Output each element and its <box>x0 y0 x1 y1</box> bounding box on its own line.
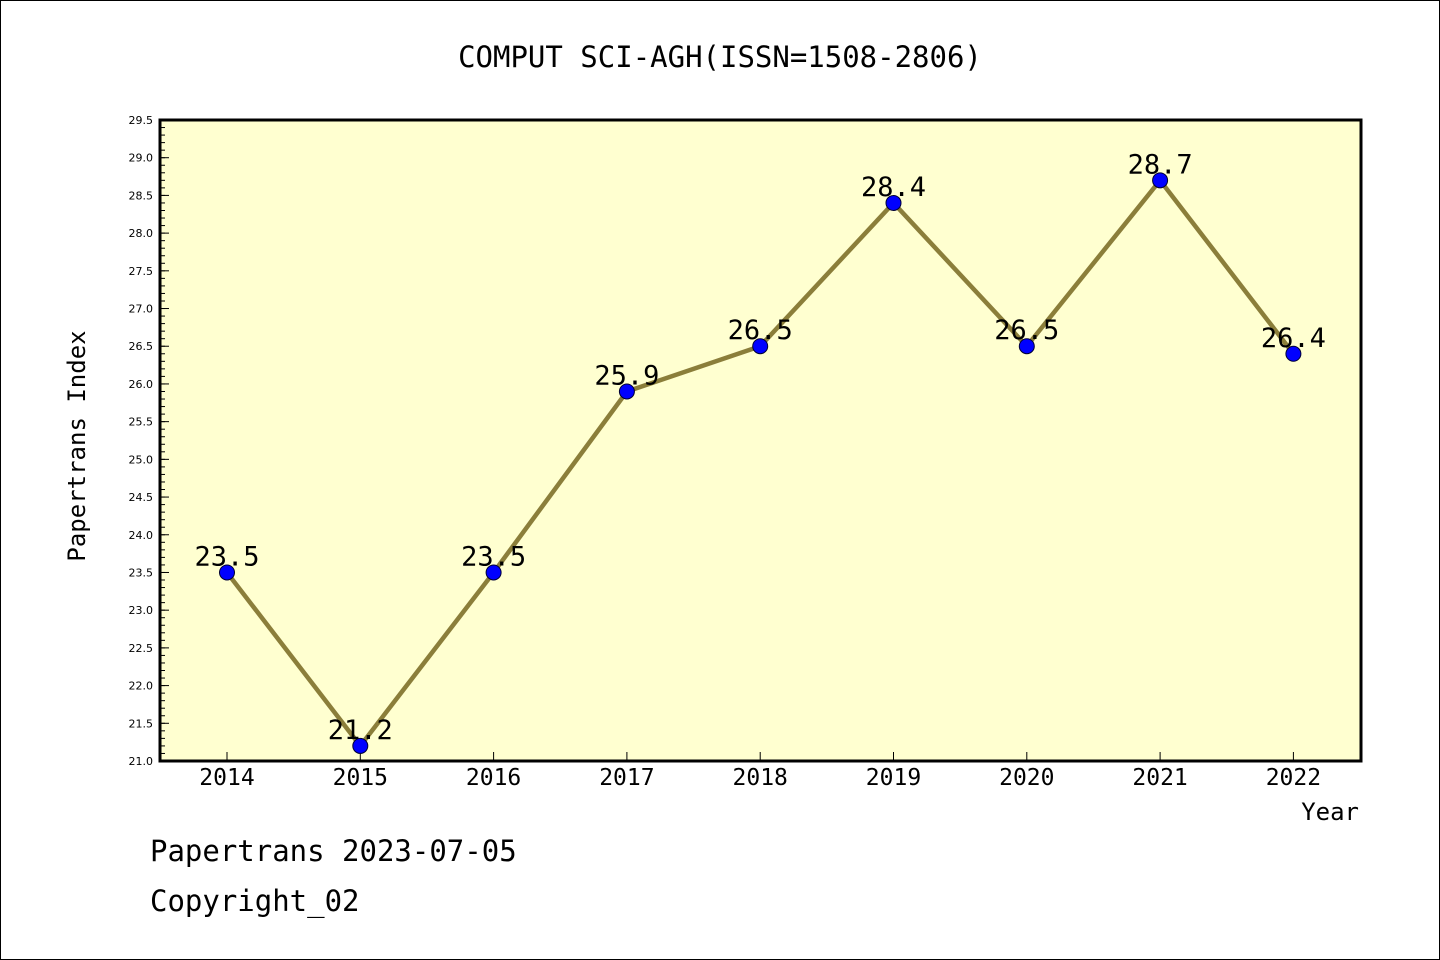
data-label: 28.4 <box>861 172 926 203</box>
data-label: 21.2 <box>328 715 393 746</box>
data-markers <box>219 172 1302 754</box>
y-tick-label: 25.0 <box>129 453 154 466</box>
data-label: 28.7 <box>1128 149 1193 180</box>
y-tick-label: 24.0 <box>129 529 154 542</box>
data-label: 25.9 <box>594 360 659 391</box>
y-axis-label: Papertrans Index <box>63 330 91 561</box>
chart-title: COMPUT SCI-AGH(ISSN=1508-2806) <box>458 40 982 74</box>
y-tick-label: 29.5 <box>129 114 154 127</box>
y-tick-label: 22.5 <box>129 642 154 655</box>
data-point-marker <box>485 564 502 581</box>
y-tick-label: 27.5 <box>129 265 154 278</box>
y-axis: 21.0 21.5 22.0 22.5 23.0 23.5 24.0 24.5 25.0 25.5… <box>129 114 169 768</box>
y-tick-label: 28.0 <box>129 227 154 240</box>
x-axis: 2014 2015 2016 2017 2018 2019 2020 2021 2022 <box>199 752 1321 791</box>
y-tick-label: 27.0 <box>129 303 154 316</box>
x-tick-label: 2022 <box>1266 765 1321 791</box>
x-tick-label: 2019 <box>866 765 921 791</box>
footer-date-text: Papertrans 2023-07-05 <box>150 834 517 868</box>
y-tick-label: 23.0 <box>129 604 154 617</box>
y-tick-label: 24.5 <box>129 491 154 504</box>
y-tick-label: 26.5 <box>129 340 154 353</box>
x-tick-label: 2014 <box>199 765 254 791</box>
y-tick-label: 21.0 <box>129 755 154 768</box>
x-tick-label: 2020 <box>999 765 1054 791</box>
data-point-marker <box>1152 172 1169 189</box>
y-tick-label: 25.5 <box>129 416 154 429</box>
data-point-marker <box>352 737 369 754</box>
data-labels: 23.5 21.2 23.5 25.9 26.5 28.4 26.5 28.7 26.4 <box>194 149 1325 746</box>
x-tick-label: 2021 <box>1132 765 1187 791</box>
x-tick-label: 2015 <box>333 765 388 791</box>
y-tick-label: 29.0 <box>129 152 154 165</box>
x-axis-label: Year <box>1301 798 1359 826</box>
x-tick-label: 2017 <box>599 765 654 791</box>
y-tick-label: 22.0 <box>129 680 154 693</box>
plot-area <box>158 118 1363 763</box>
y-tick-label: 21.5 <box>129 717 154 730</box>
y-tick-label: 23.5 <box>129 566 154 579</box>
data-point-marker <box>752 338 769 355</box>
footer-copyright-text: Copyright_02 <box>150 884 360 918</box>
x-tick-label: 2016 <box>466 765 521 791</box>
data-label: 23.5 <box>194 541 259 572</box>
data-label: 26.5 <box>728 315 793 346</box>
data-point-marker <box>219 564 235 581</box>
y-tick-label: 28.5 <box>129 189 154 202</box>
y-tick-label: 26.0 <box>129 378 154 391</box>
x-tick-label: 2018 <box>733 765 788 791</box>
data-label: 23.5 <box>461 541 526 572</box>
data-point-marker <box>885 194 902 211</box>
data-point-marker <box>1285 345 1302 362</box>
data-point-marker <box>1018 338 1035 355</box>
data-point-marker <box>618 383 635 400</box>
data-label: 26.5 <box>994 315 1059 346</box>
data-label: 26.4 <box>1261 323 1326 354</box>
